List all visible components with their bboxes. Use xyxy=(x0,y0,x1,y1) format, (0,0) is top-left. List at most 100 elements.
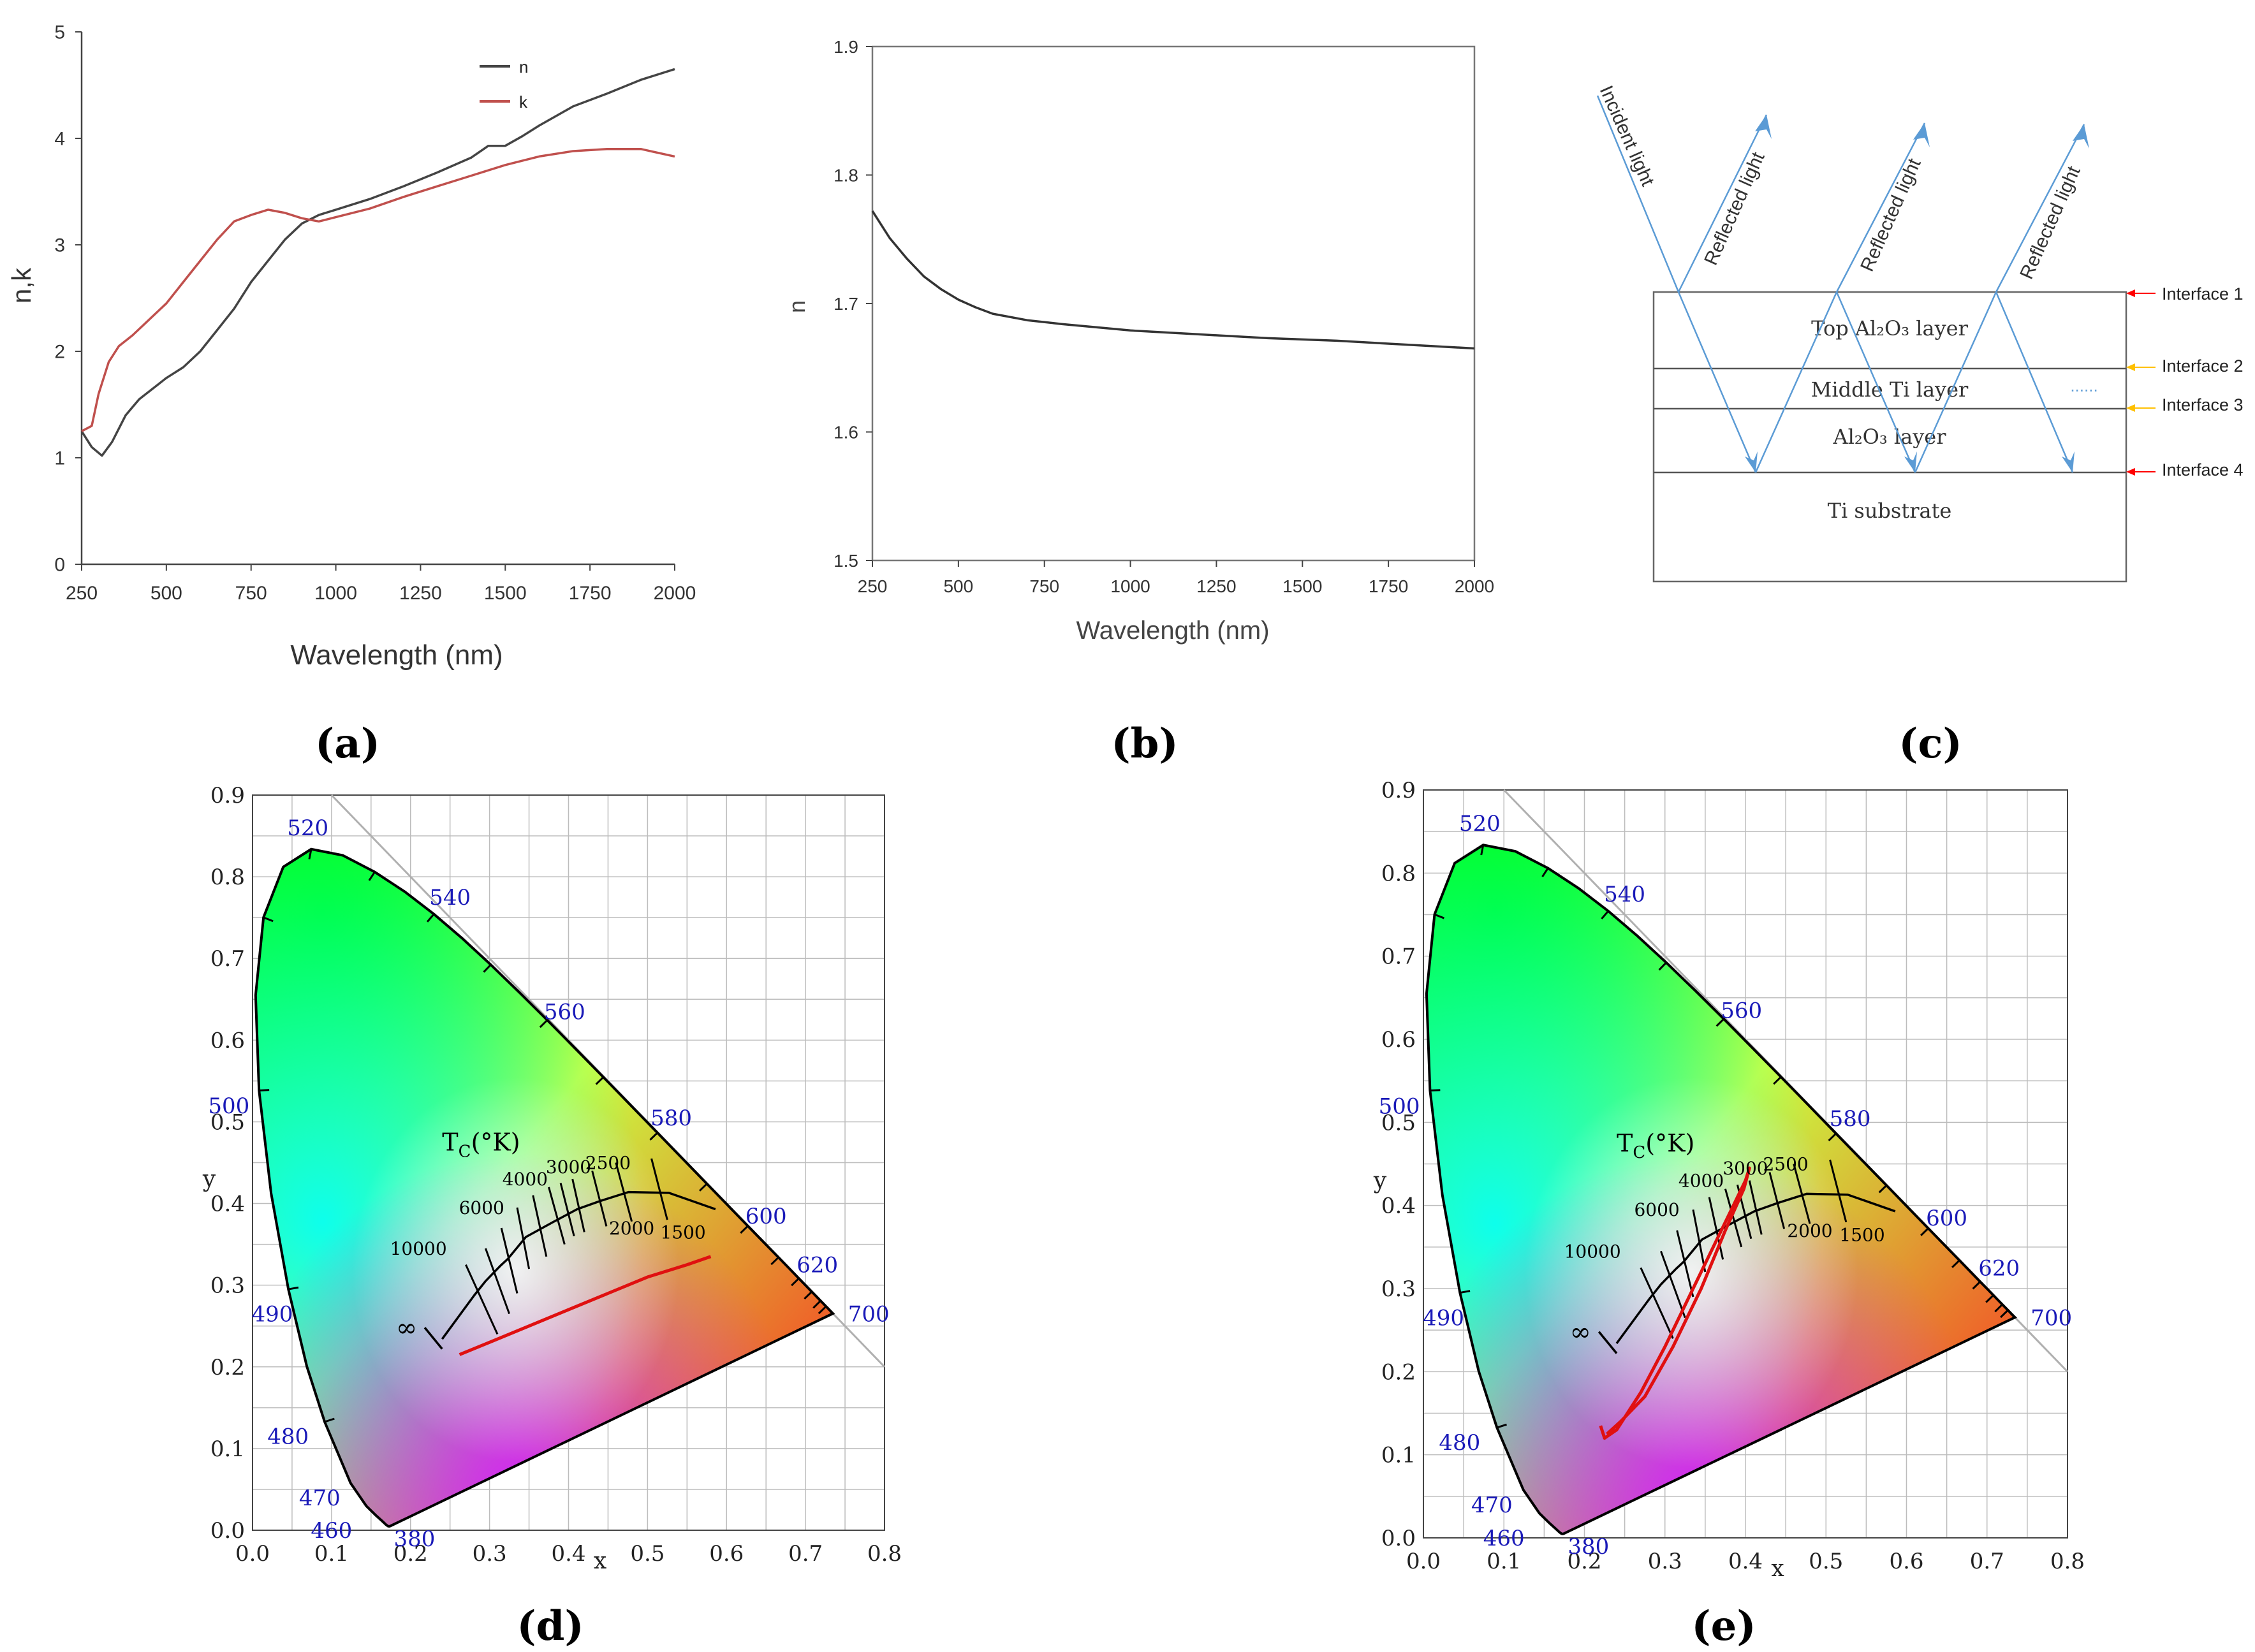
interface-2-label: Interface 2 xyxy=(2162,356,2244,376)
locus-tick xyxy=(426,913,435,923)
wavelength-label-460: 460 xyxy=(311,1518,352,1544)
locus-tick xyxy=(1460,1290,1471,1294)
locus-tick xyxy=(1773,1076,1782,1085)
arrowhead-r2 xyxy=(1913,123,1930,147)
x-tick-label: 750 xyxy=(1029,576,1059,596)
wavelength-label-380: 380 xyxy=(393,1526,435,1552)
locus-tick xyxy=(1715,1018,1725,1027)
y-tick-label: 1.7 xyxy=(834,294,858,314)
cie-ylabel: y xyxy=(1373,1168,1387,1194)
x-tick-label: 250 xyxy=(858,576,888,596)
locus-tick xyxy=(791,1277,800,1287)
x-tick-label: 0.6 xyxy=(1889,1549,1923,1574)
cct-title: TC(°K) xyxy=(442,1128,520,1161)
chart-b-xlabel: Wavelength (nm) xyxy=(1076,617,1269,645)
y-tick-label: 0.2 xyxy=(210,1355,245,1380)
isotemperature-line xyxy=(591,1170,608,1227)
locus-tick xyxy=(1972,1281,1981,1290)
isotemperature-line xyxy=(485,1248,511,1315)
locus-tick xyxy=(1434,913,1444,919)
locus-tick xyxy=(259,1089,270,1092)
arrowhead-i2 xyxy=(1904,451,1917,472)
x-tick-label: 2000 xyxy=(654,583,696,604)
x-tick-label: 0.3 xyxy=(1648,1549,1682,1574)
x-tick-label: 1000 xyxy=(1110,576,1150,596)
legend-k-label: k xyxy=(519,92,528,112)
cct-label: 4000 xyxy=(1678,1171,1724,1192)
diagram-c: Top Al₂O₃ layer Middle Ti layer Al₂O₃ la… xyxy=(1596,82,2244,768)
y-tick-label: 0.8 xyxy=(210,865,245,890)
wavelength-label-490: 490 xyxy=(1423,1306,1464,1331)
plot-frame xyxy=(871,45,1476,562)
reflected-ray-2 xyxy=(1835,122,1926,293)
y-tick-label: 0.5 xyxy=(210,1109,245,1135)
x-tick-label: 0.6 xyxy=(709,1541,744,1567)
locus-tick xyxy=(649,1132,658,1141)
locus-tick xyxy=(812,1300,821,1309)
arrowhead-r3 xyxy=(2073,124,2089,149)
y-tick-label: 0.0 xyxy=(1381,1526,1416,1551)
locus-tick xyxy=(1496,1423,1507,1429)
y-tick-label: 1.9 xyxy=(834,37,858,57)
locus-tick xyxy=(1430,1089,1441,1092)
chart-a-legend: n k xyxy=(480,57,528,112)
isotemperature-line xyxy=(465,1264,499,1335)
layer-stack-box xyxy=(1652,291,2127,583)
wavelength-label-540: 540 xyxy=(1604,882,1645,907)
cct-title: TC(°K) xyxy=(1617,1129,1694,1162)
x-tick-label: 0.8 xyxy=(867,1541,902,1567)
locus-tick xyxy=(288,1286,299,1290)
y-tick-label: 5 xyxy=(54,22,65,43)
cct-label: 3000 xyxy=(1722,1158,1768,1179)
x-tick-label: 250 xyxy=(66,583,98,604)
wavelength-label-490: 490 xyxy=(252,1302,293,1327)
x-tick-label: 0.1 xyxy=(1487,1549,1521,1574)
infinity-marker xyxy=(1598,1331,1618,1354)
internal-ray-2 xyxy=(1914,291,1997,473)
y-tick-label: 0.1 xyxy=(1381,1443,1416,1468)
isotemperature-line xyxy=(1692,1209,1707,1273)
chart-a-axes xyxy=(80,32,675,566)
isotemperature-line xyxy=(615,1162,633,1222)
infinity-marker xyxy=(423,1327,443,1350)
y-tick-label: 0.6 xyxy=(1381,1027,1416,1053)
cct-label: 6000 xyxy=(459,1197,504,1218)
x-tick-label: 0.0 xyxy=(1406,1549,1441,1574)
y-tick-label: 2 xyxy=(54,342,65,363)
isotemperature-line xyxy=(1676,1230,1694,1297)
y-tick-label: 0.9 xyxy=(210,783,245,808)
chart-a-ticks: 250 500 750 1000 1250 1500 1750 2000 0 1 2 3 4 5 xyxy=(54,22,696,604)
locus-tick xyxy=(1994,1303,2003,1313)
isotemperature-line xyxy=(548,1187,566,1245)
x-tick-label: 500 xyxy=(943,576,973,596)
interface-1-label: Interface 1 xyxy=(2162,284,2244,303)
cct-label: 6000 xyxy=(1634,1199,1679,1220)
wavelength-label-460: 460 xyxy=(1483,1526,1525,1551)
cct-label: 2500 xyxy=(585,1153,631,1174)
panel-label-b: (b) xyxy=(1111,720,1178,768)
y-tick-label: 0.2 xyxy=(1381,1359,1416,1385)
reflected-light-label-1: Reflected light xyxy=(1700,149,1769,268)
locus-tick xyxy=(308,849,312,859)
interface-markers: Interface 1 Interface 2 Interface 3 Inte… xyxy=(2126,284,2244,479)
wavelength-label-500: 500 xyxy=(1379,1093,1420,1119)
panel-label-e: (e) xyxy=(1691,1602,1756,1650)
isotemperature-line xyxy=(1724,1188,1743,1248)
y-tick-label: 0.7 xyxy=(210,946,245,972)
x-tick-label: 0.0 xyxy=(235,1541,270,1567)
x-tick-label: 1750 xyxy=(569,583,612,604)
y-tick-label: 0.1 xyxy=(210,1436,245,1462)
refracted-ray-3 xyxy=(1995,291,2074,473)
x-tick-label: 1000 xyxy=(314,583,357,604)
x-tick-label: 0.7 xyxy=(788,1541,823,1567)
chart-a-ylabel: n,k xyxy=(6,267,36,303)
arrowhead-i3 xyxy=(2062,451,2075,472)
interface-3-arrowhead xyxy=(2126,404,2135,412)
y-tick-label: 0.8 xyxy=(1381,861,1416,886)
wavelength-label-480: 480 xyxy=(1439,1430,1480,1456)
isotemperature-line xyxy=(1829,1159,1847,1223)
chart-b-ticks: 250 500 750 1000 1250 1500 1750 2000 1.5 1.6 1.7 1.… xyxy=(834,37,1494,596)
interface-2-arrowhead xyxy=(2126,363,2135,371)
reflected-light-label-3: Reflected light xyxy=(2016,163,2085,282)
